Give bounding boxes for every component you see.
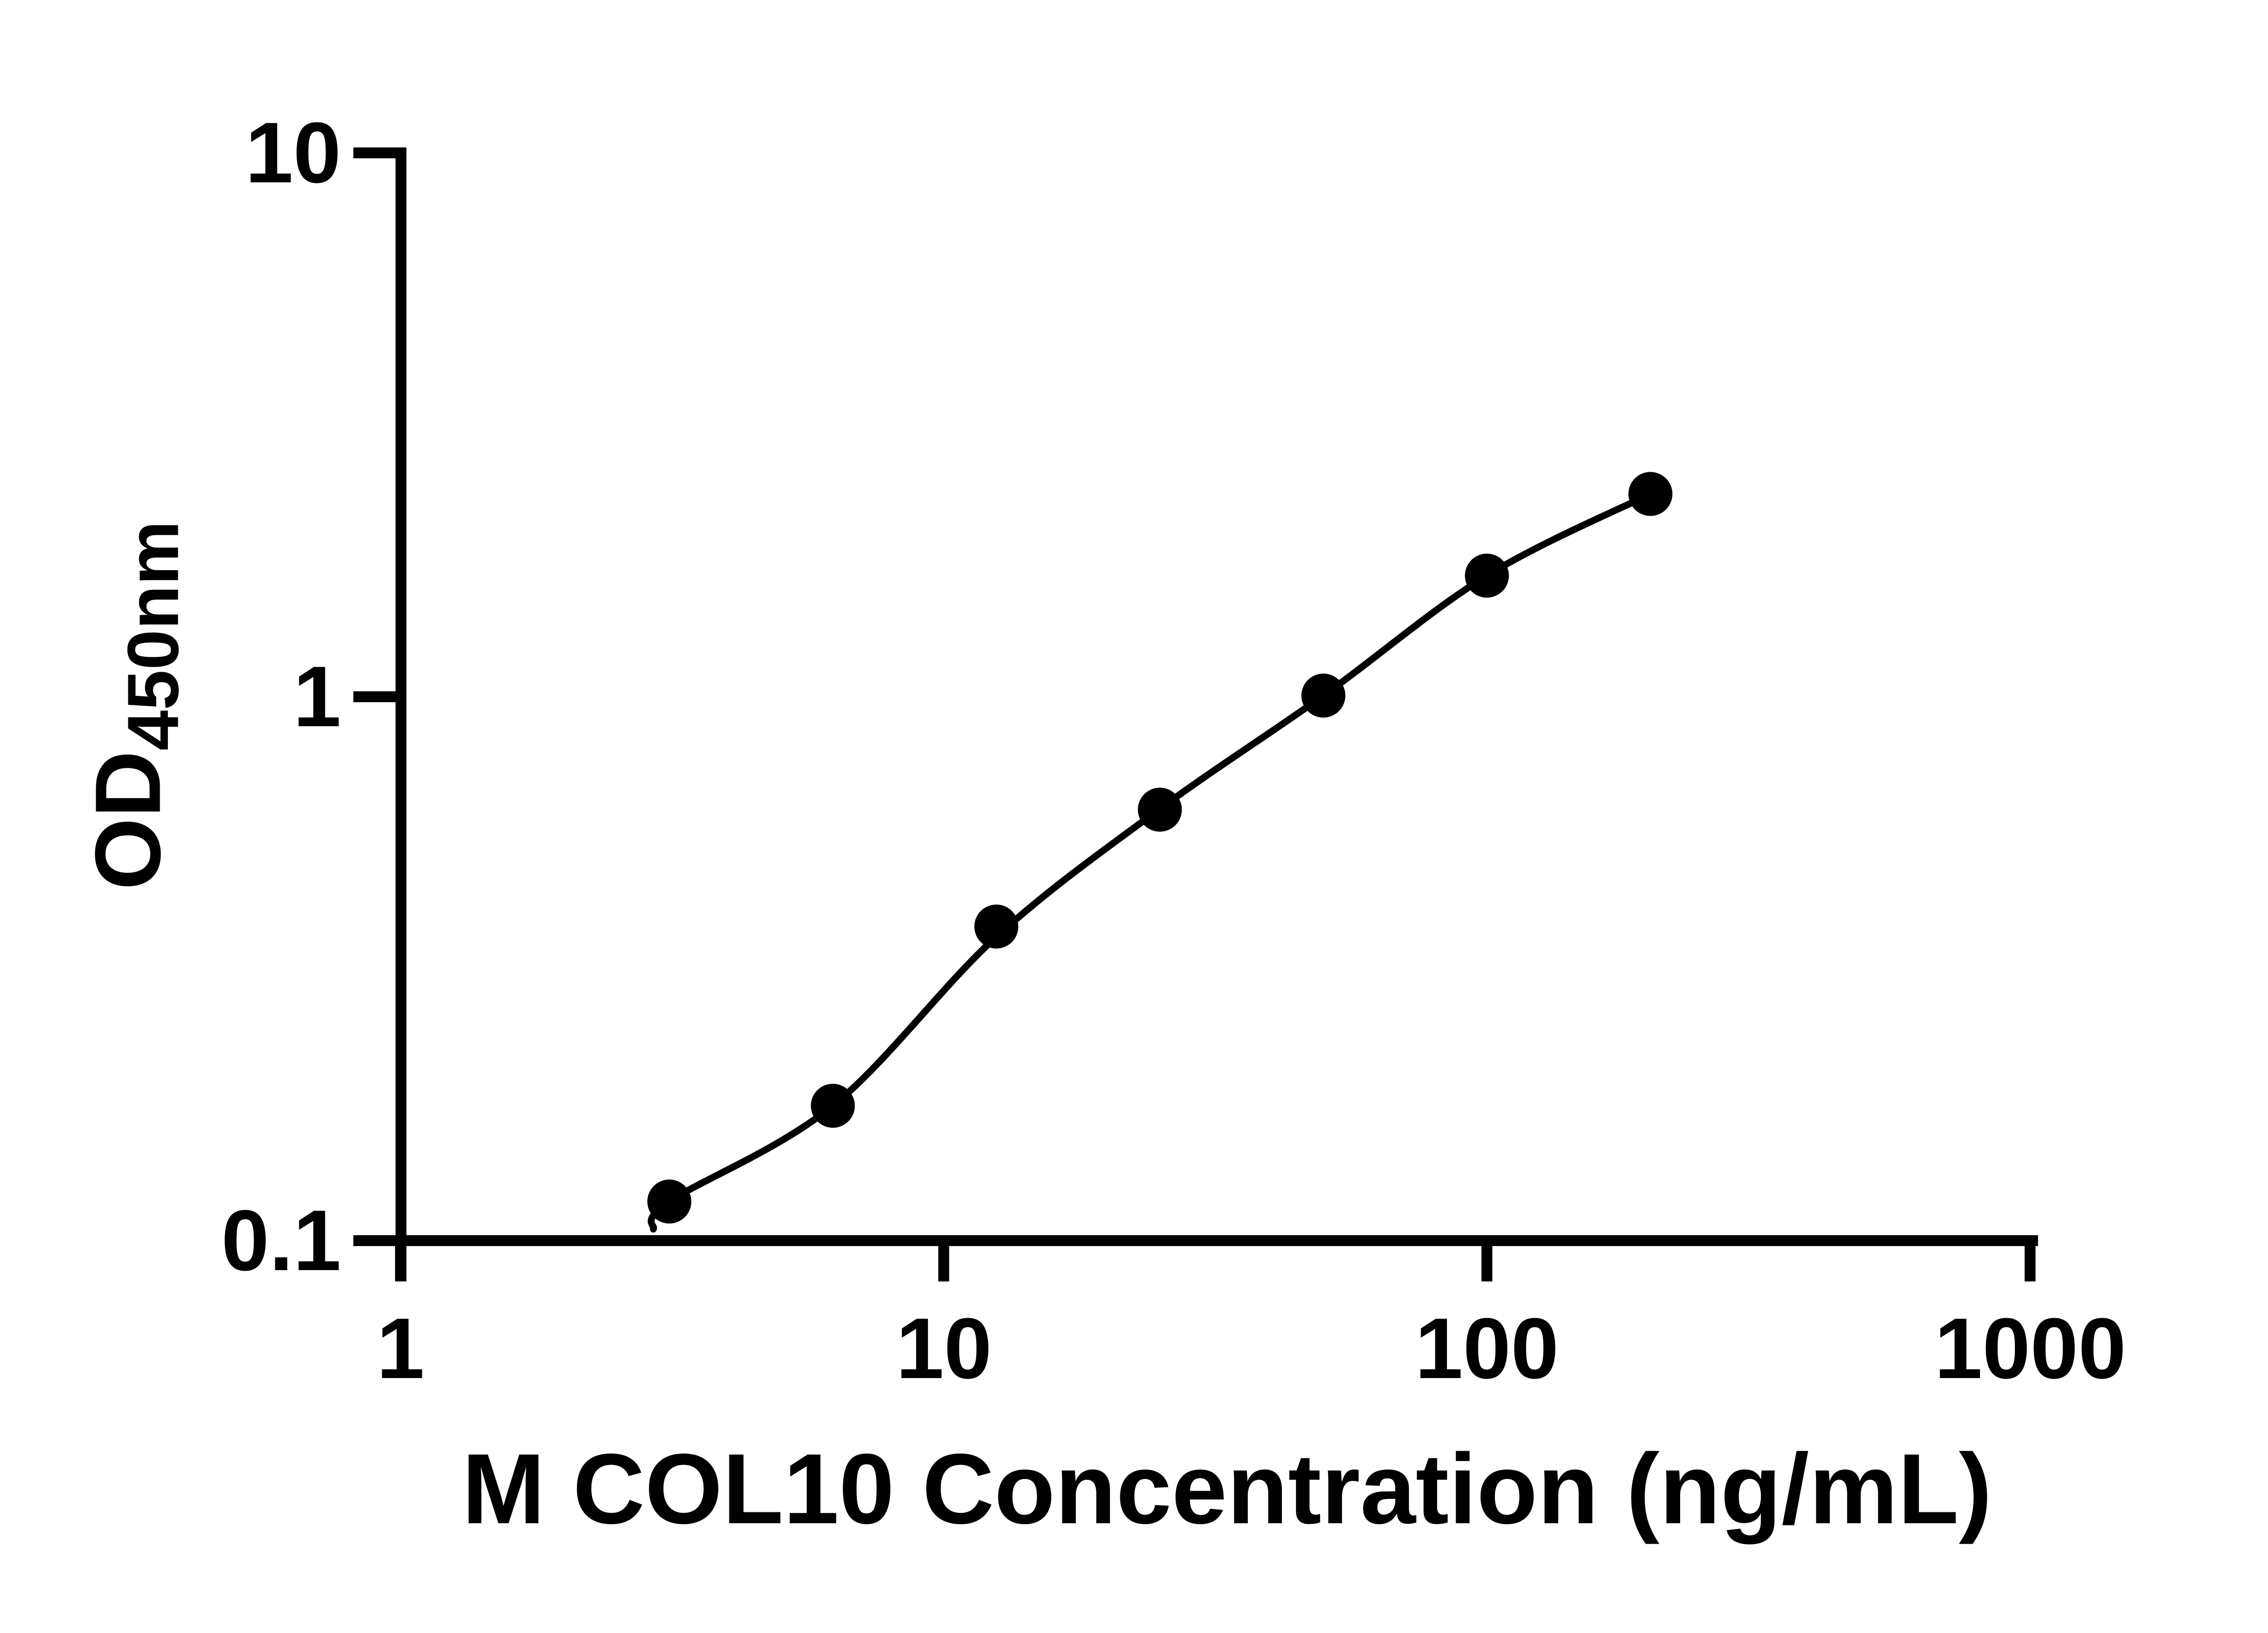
y-axis-title: OD450nm bbox=[72, 521, 210, 890]
y-tick-label-10: 10 bbox=[245, 105, 341, 201]
y-axis-title-main: OD bbox=[76, 750, 180, 890]
data-point-12.5ng-ml bbox=[974, 905, 1018, 949]
x-axis-title: M COL10 Concentration (ng/mL) bbox=[462, 1433, 1992, 1545]
y-axis-title-subscript: 450nm bbox=[112, 520, 194, 751]
data-point-50ng-ml bbox=[1301, 673, 1345, 718]
x-tick-label-1: 1 bbox=[376, 1301, 425, 1397]
y-tick-label-0.1: 0.1 bbox=[221, 1193, 341, 1289]
data-point-6.25ng-ml bbox=[811, 1084, 855, 1128]
data-point-100ng-ml bbox=[1465, 553, 1509, 598]
x-tick-label-1000: 1000 bbox=[1934, 1301, 2126, 1397]
x-tick-label-100: 100 bbox=[1415, 1301, 1559, 1397]
data-point-25ng-ml bbox=[1138, 787, 1182, 832]
y-tick-label-1: 1 bbox=[293, 649, 341, 745]
fit-curve bbox=[647, 490, 1654, 1233]
x-tick-label-10: 10 bbox=[896, 1301, 992, 1397]
data-point-3.125ng-ml bbox=[647, 1179, 692, 1224]
data-point-200ng-ml bbox=[1628, 472, 1672, 516]
